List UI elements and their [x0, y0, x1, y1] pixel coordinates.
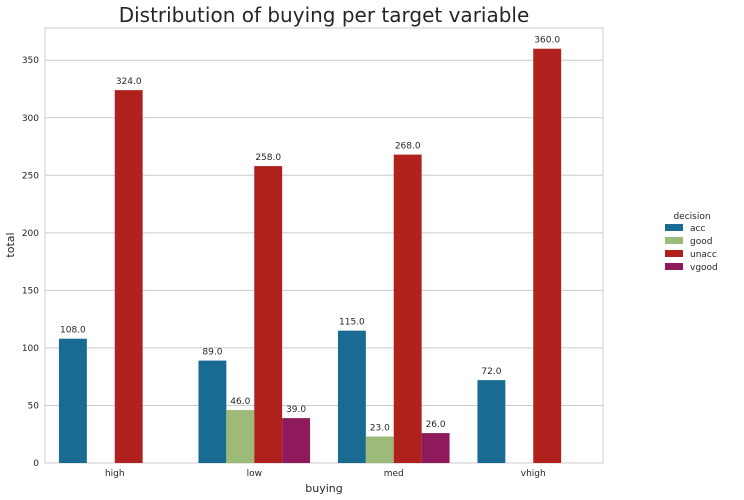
bar-acc-vhigh	[477, 380, 506, 463]
x-tick-label: med	[384, 469, 404, 479]
data-label: 258.0	[255, 153, 281, 163]
y-tick-label: 150	[22, 286, 39, 296]
chart-title: Distribution of buying per target variab…	[119, 3, 530, 27]
data-label: 268.0	[395, 142, 421, 152]
legend-label: good	[690, 237, 712, 247]
data-label: 108.0	[60, 326, 86, 336]
bar-good-low	[226, 410, 255, 463]
y-tick-label: 200	[22, 229, 39, 239]
data-label: 324.0	[116, 77, 142, 87]
legend-label: vgood	[690, 263, 718, 273]
data-label: 23.0	[370, 424, 390, 434]
bar-vgood-low	[282, 418, 311, 463]
data-label: 72.0	[481, 367, 501, 377]
x-tick-label: vhigh	[521, 469, 546, 479]
bar-unacc-med	[393, 154, 422, 464]
bar-acc-low	[198, 360, 227, 463]
y-tick-label: 100	[22, 344, 39, 354]
legend: decision acc good unacc vgood	[665, 212, 718, 273]
bar-acc-high	[58, 338, 87, 463]
data-label: 360.0	[534, 36, 560, 46]
legend-title: decision	[673, 212, 710, 222]
bar-acc-med	[337, 330, 366, 463]
y-tick-label: 50	[28, 401, 40, 411]
x-tick-labels: high low med vhigh	[105, 469, 546, 479]
y-tick-label: 300	[22, 114, 39, 124]
legend-swatch-unacc	[665, 250, 683, 257]
x-axis-label: buying	[305, 482, 342, 495]
y-tick-labels: 0 50 100 150 200 250 300 350	[22, 56, 39, 469]
y-tick-label: 350	[22, 56, 39, 66]
data-label: 26.0	[426, 420, 446, 430]
bar-vgood-med	[421, 433, 450, 463]
bar-good-med	[365, 436, 394, 463]
y-tick-label: 250	[22, 171, 39, 181]
data-labels: 108.0 324.0 89.0 46.0 258.0 39.0 115.0 23.0 268.…	[60, 36, 560, 434]
bar-unacc-high	[114, 90, 143, 464]
y-tick-label: 0	[33, 459, 39, 469]
data-label: 46.0	[230, 397, 250, 407]
x-tick-label: high	[105, 469, 125, 479]
y-axis-label: total	[4, 232, 17, 257]
x-tick-label: low	[247, 469, 262, 479]
data-label: 115.0	[339, 318, 365, 328]
data-label: 39.0	[286, 405, 306, 415]
legend-label: unacc	[690, 250, 717, 260]
data-label: 89.0	[202, 348, 222, 358]
legend-swatch-vgood	[665, 263, 683, 270]
bars	[58, 48, 562, 464]
legend-swatch-good	[665, 237, 683, 244]
legend-swatch-acc	[665, 224, 683, 231]
legend-label: acc	[690, 224, 705, 234]
bar-unacc-vhigh	[533, 48, 562, 463]
bar-unacc-low	[254, 166, 283, 463]
